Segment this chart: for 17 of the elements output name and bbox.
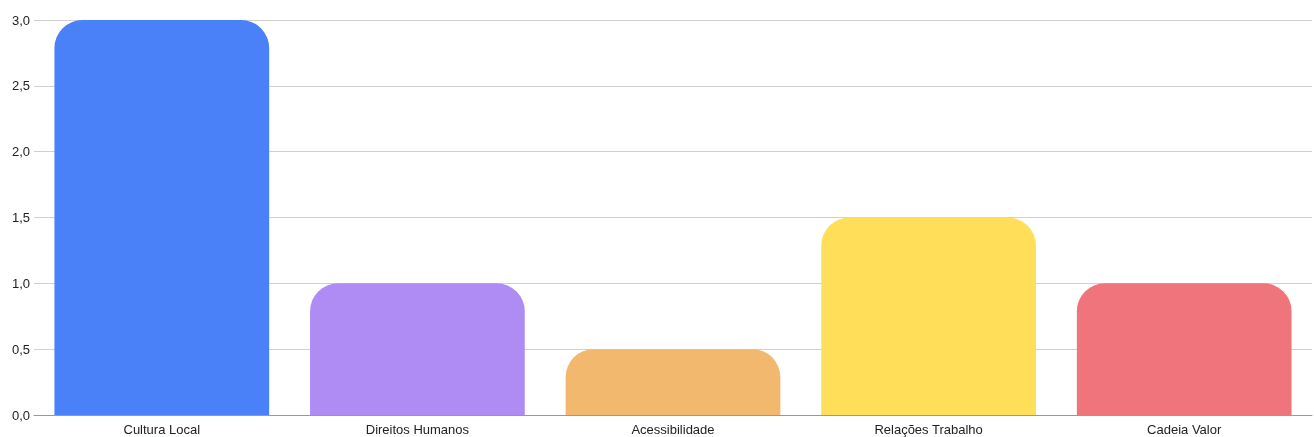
- x-tick-label: Cadeia Valor: [1147, 422, 1222, 437]
- x-tick-label: Cultura Local: [123, 422, 201, 437]
- y-tick-label: 2,5: [11, 78, 30, 94]
- y-tick-label: 1,5: [11, 210, 30, 225]
- y-tick-label: 2,0: [11, 144, 30, 160]
- y-tick-label: 0,5: [11, 341, 30, 357]
- bar: [565, 349, 781, 415]
- bar: [54, 20, 270, 415]
- x-tick-label: Acessibilidade: [631, 422, 715, 437]
- y-tick-label: 0,0: [11, 407, 30, 423]
- y-tick-label: 3,0: [11, 12, 30, 28]
- bar: [821, 217, 1036, 415]
- x-tick-label: Direitos Humanos: [365, 422, 470, 437]
- bar: [310, 283, 525, 415]
- y-tick-label: 1,0: [11, 275, 30, 291]
- x-tick-label: Relações Trabalho: [874, 422, 983, 437]
- bar: [1076, 283, 1292, 415]
